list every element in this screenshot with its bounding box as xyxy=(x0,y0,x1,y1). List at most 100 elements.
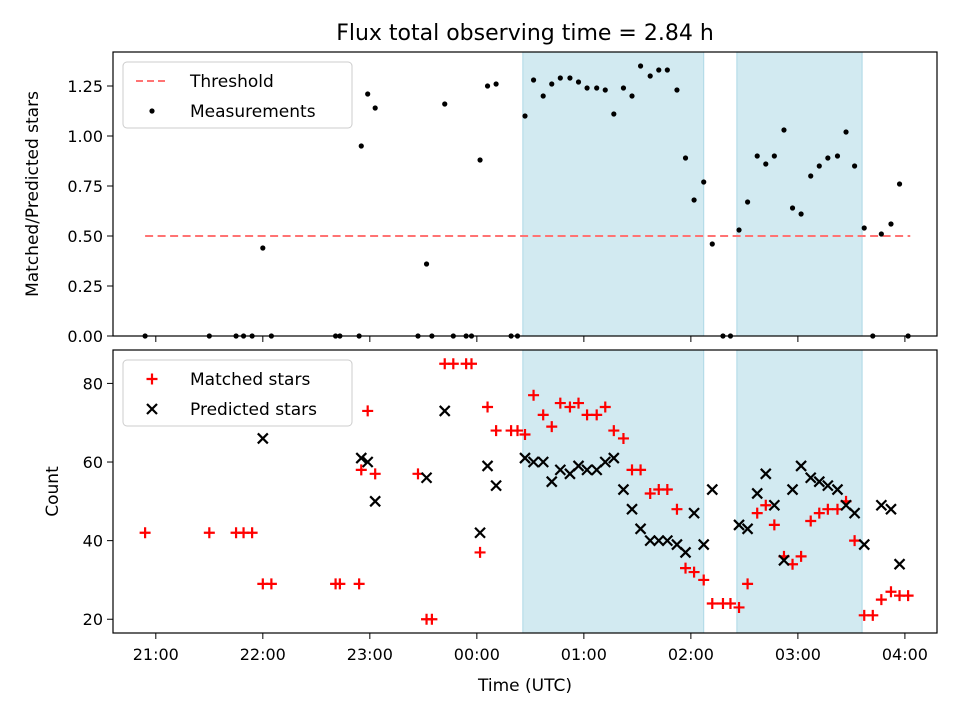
y-tick-label: 0.50 xyxy=(67,227,103,246)
data-point xyxy=(671,503,683,515)
data-point xyxy=(661,534,674,547)
data-point xyxy=(706,598,718,610)
plot-frame xyxy=(112,349,938,634)
data-point xyxy=(527,456,540,468)
x-tick-label: 02:00 xyxy=(668,645,714,664)
data-point xyxy=(768,499,781,512)
data-point xyxy=(834,153,841,159)
data-point xyxy=(875,594,887,606)
data-point xyxy=(736,227,742,233)
data-point xyxy=(751,507,763,519)
data-point xyxy=(519,452,531,464)
data-point xyxy=(679,546,692,559)
data-point xyxy=(257,432,269,445)
data-point xyxy=(644,487,656,499)
data-point xyxy=(706,483,719,496)
y-axis-label: Count xyxy=(43,466,63,517)
data-point xyxy=(573,397,585,409)
data-point xyxy=(611,111,617,117)
data-point xyxy=(546,421,558,433)
data-point xyxy=(617,432,629,444)
y-tick-label: 40 xyxy=(83,532,103,551)
data-point xyxy=(661,484,673,496)
data-point xyxy=(878,231,884,237)
data-point xyxy=(334,578,346,590)
data-point xyxy=(688,566,700,578)
data-point xyxy=(438,405,451,417)
data-point xyxy=(537,456,549,468)
data-point xyxy=(567,75,573,81)
data-point xyxy=(634,523,647,535)
data-point xyxy=(581,464,593,476)
data-point xyxy=(781,127,787,133)
data-point xyxy=(893,558,906,570)
data-point xyxy=(528,389,540,401)
data-point xyxy=(537,409,549,421)
data-point xyxy=(647,73,653,79)
data-point xyxy=(789,205,796,211)
data-point xyxy=(369,495,381,508)
data-point xyxy=(858,538,871,551)
data-point xyxy=(652,534,665,547)
y-tick-label: 60 xyxy=(83,453,103,472)
data-point xyxy=(867,609,879,621)
data-point xyxy=(361,456,374,468)
data-point xyxy=(760,468,772,480)
data-point xyxy=(575,79,582,85)
data-point xyxy=(813,475,826,488)
data-point xyxy=(365,91,371,97)
data-point xyxy=(484,83,491,89)
legend-marker xyxy=(149,108,155,114)
data-point xyxy=(778,554,790,567)
x-tick-label: 23:00 xyxy=(347,645,393,664)
data-point xyxy=(493,81,499,87)
data-point xyxy=(265,578,277,590)
data-point xyxy=(447,358,459,370)
data-point xyxy=(733,601,745,613)
data-point xyxy=(795,460,807,472)
x-tick-label: 00:00 xyxy=(454,645,500,664)
data-point xyxy=(822,503,834,515)
legend-box xyxy=(122,359,353,427)
data-point xyxy=(139,527,151,539)
data-point xyxy=(644,534,656,547)
data-point xyxy=(423,261,430,267)
data-point xyxy=(474,546,486,558)
data-point xyxy=(465,358,477,370)
data-point xyxy=(885,586,897,598)
data-point xyxy=(617,483,630,496)
data-point xyxy=(698,574,710,586)
x-tick-label: 03:00 xyxy=(775,645,821,664)
data-point xyxy=(353,578,365,590)
data-point xyxy=(420,471,433,484)
x-axis-label: Time (UTC) xyxy=(477,676,572,696)
data-point xyxy=(682,155,689,161)
data-point xyxy=(549,81,555,87)
data-point xyxy=(490,479,502,492)
data-point xyxy=(742,578,754,590)
data-point xyxy=(545,475,558,488)
data-point xyxy=(896,181,903,187)
data-point xyxy=(843,129,849,135)
data-point xyxy=(798,211,804,217)
data-point xyxy=(372,105,378,111)
shaded-interval xyxy=(522,349,705,634)
data-point xyxy=(741,523,754,535)
data-point xyxy=(260,245,266,251)
data-point xyxy=(477,157,483,163)
chart-title: Flux total observing time = 2.84 h xyxy=(336,21,714,46)
data-point xyxy=(701,179,707,185)
data-point xyxy=(849,535,861,547)
data-point xyxy=(691,197,697,203)
x-tick-label: 21:00 xyxy=(133,645,179,664)
data-point xyxy=(581,409,593,421)
data-point xyxy=(733,519,745,531)
data-point xyxy=(584,85,590,91)
count-panel: 20 40 60 80 21:00 22:00 23:00 00:00 01:00 02:00 03… xyxy=(43,349,938,664)
data-point xyxy=(519,429,531,441)
data-point xyxy=(848,507,861,519)
data-point xyxy=(594,85,600,91)
y-tick-label: 1.00 xyxy=(67,127,103,146)
data-point xyxy=(697,538,710,551)
